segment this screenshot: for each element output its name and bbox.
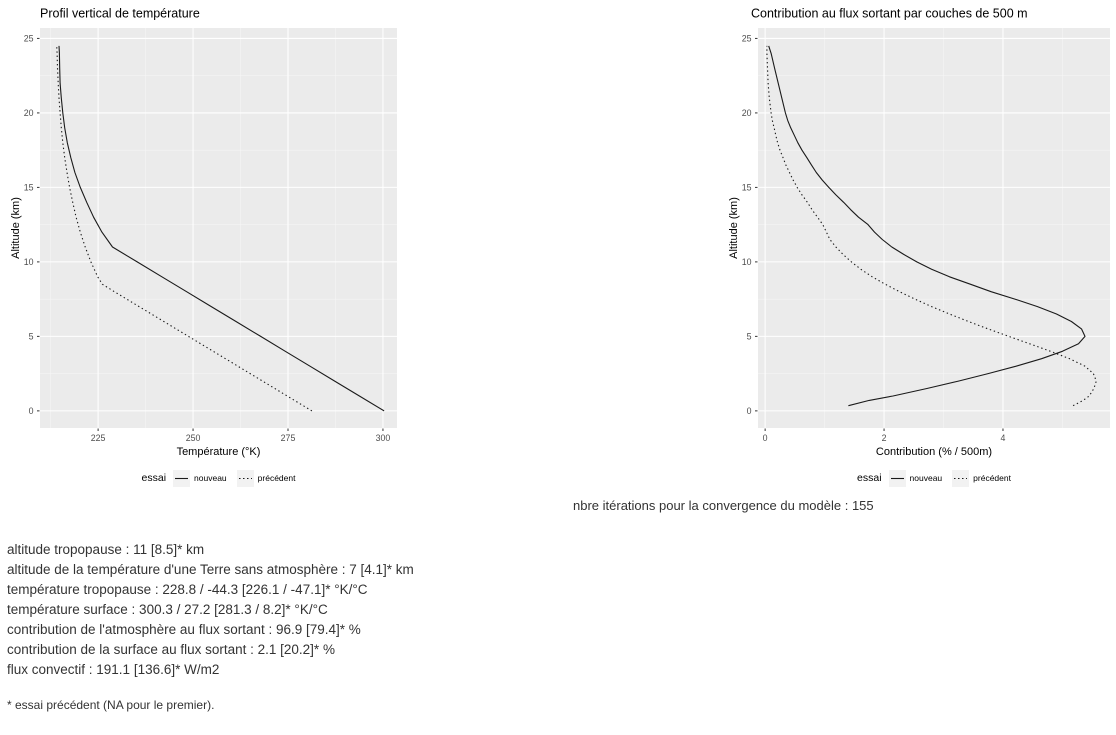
footnote-text: * essai précédent (NA pour le premier). [7, 698, 215, 712]
solid-line-sample-icon [890, 477, 904, 479]
svg-text:0: 0 [29, 406, 34, 416]
legend-label-precedent: précédent [973, 473, 1011, 483]
svg-text:300: 300 [376, 433, 391, 443]
svg-text:0: 0 [747, 406, 752, 416]
svg-text:5: 5 [29, 331, 34, 341]
stat-line-altitude-terre-sans-atmosphere: altitude de la température d'une Terre s… [7, 562, 414, 577]
legend-label-nouveau: nouveau [909, 473, 943, 483]
svg-text:275: 275 [281, 433, 296, 443]
temperature-profile-chart: 225 250 275 300 0 5 10 15 20 25 Profil vertical de… [10, 7, 397, 458]
axis-tick-marks [37, 37, 384, 431]
svg-text:15: 15 [742, 182, 752, 192]
axis-tick-labels: 225 250 275 300 0 5 10 15 20 25 [24, 33, 391, 443]
legend-title: essai [141, 472, 167, 484]
stat-line-contribution-surface: contribution de la surface au flux sorta… [7, 642, 335, 657]
svg-text:250: 250 [186, 433, 201, 443]
model-stats-block: altitude tropopause : 11 [8.5]* km altit… [7, 540, 414, 680]
plot-panel [758, 28, 1110, 428]
stat-line-flux-convectif: flux convectif : 191.1 [136.6]* W/m2 [7, 662, 220, 677]
plot-panel [40, 28, 397, 428]
series-precedent-line [56, 45, 313, 412]
chart-title: Profil vertical de température [40, 7, 200, 21]
svg-text:15: 15 [24, 182, 34, 192]
stat-line-altitude-tropopause: altitude tropopause : 11 [8.5]* km [7, 542, 205, 557]
iterations-convergence-text: nbre itérations pour la convergence du m… [573, 498, 874, 513]
x-axis-title: Température (°K) [177, 446, 261, 458]
svg-text:25: 25 [24, 33, 34, 43]
stat-line-temperature-surface: température surface : 300.3 / 27.2 [281.… [7, 602, 328, 617]
axis-tick-labels: 0 2 4 0 5 10 15 20 25 [742, 33, 1006, 443]
dotted-line-sample-icon [238, 477, 252, 479]
svg-text:2: 2 [882, 433, 887, 443]
svg-text:4: 4 [1001, 433, 1006, 443]
svg-text:225: 225 [91, 433, 106, 443]
stat-line-contribution-atmosphere: contribution de l'atmosphère au flux sor… [7, 622, 361, 637]
legend-key-solid [173, 469, 191, 487]
legend-key-dotted [236, 469, 254, 487]
chart-title: Contribution au flux sortant par couches… [751, 7, 1028, 21]
series-nouveau-line [58, 45, 385, 412]
grid-minor [40, 28, 397, 428]
legend-key-solid [888, 469, 906, 487]
x-axis-title: Contribution (% / 500m) [876, 446, 992, 458]
y-axis-title: Altitude (km) [728, 197, 740, 259]
grid-major [40, 28, 397, 428]
svg-text:0: 0 [763, 433, 768, 443]
series-nouveau-line [768, 45, 1086, 407]
legend-key-dotted [952, 469, 970, 487]
dotted-line-sample-icon [954, 477, 968, 479]
grid-major [758, 28, 1110, 428]
svg-text:25: 25 [742, 33, 752, 43]
contribution-chart-legend: essai nouveau précédent [758, 467, 1110, 489]
solid-line-sample-icon [175, 477, 189, 479]
svg-text:20: 20 [742, 108, 752, 118]
flux-contribution-chart: 0 2 4 0 5 10 15 20 25 Contribution au flux sortan… [728, 7, 1110, 458]
legend-label-nouveau: nouveau [194, 473, 227, 483]
svg-text:5: 5 [747, 331, 752, 341]
temperature-chart-legend: essai nouveau précédent [40, 467, 397, 489]
legend-title: essai [857, 472, 882, 484]
stat-line-temperature-tropopause: température tropopause : 228.8 / -44.3 [… [7, 582, 368, 597]
legend-label-precedent: précédent [257, 473, 296, 483]
axis-tick-marks [755, 37, 1004, 431]
svg-text:10: 10 [742, 257, 752, 267]
svg-text:10: 10 [24, 257, 34, 267]
svg-text:20: 20 [24, 108, 34, 118]
grid-minor [758, 28, 1110, 428]
y-axis-title: Altitude (km) [10, 197, 22, 259]
